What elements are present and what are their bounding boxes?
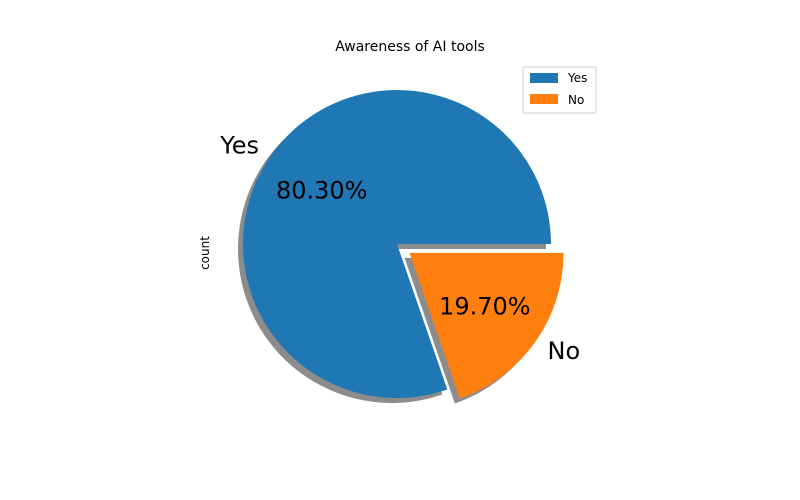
legend: Yes No <box>522 66 597 114</box>
pie-slice-no <box>409 252 564 399</box>
category-label-no: No <box>548 337 581 365</box>
legend-swatch-no <box>530 94 558 104</box>
legend-swatch-yes <box>530 73 558 83</box>
pie-slice-yes <box>243 89 551 398</box>
percent-label-no: 19.70% <box>439 293 531 321</box>
pie-labels: 80.30% Yes 19.70% No <box>219 132 580 365</box>
y-axis-label: count <box>198 236 212 270</box>
legend-label-yes: Yes <box>567 71 587 85</box>
category-label-yes: Yes <box>219 132 259 160</box>
chart-title: Awareness of AI tools <box>335 39 485 55</box>
pie-slices <box>243 89 564 399</box>
percent-label-yes: 80.30% <box>276 176 368 204</box>
legend-label-no: No <box>568 93 584 107</box>
